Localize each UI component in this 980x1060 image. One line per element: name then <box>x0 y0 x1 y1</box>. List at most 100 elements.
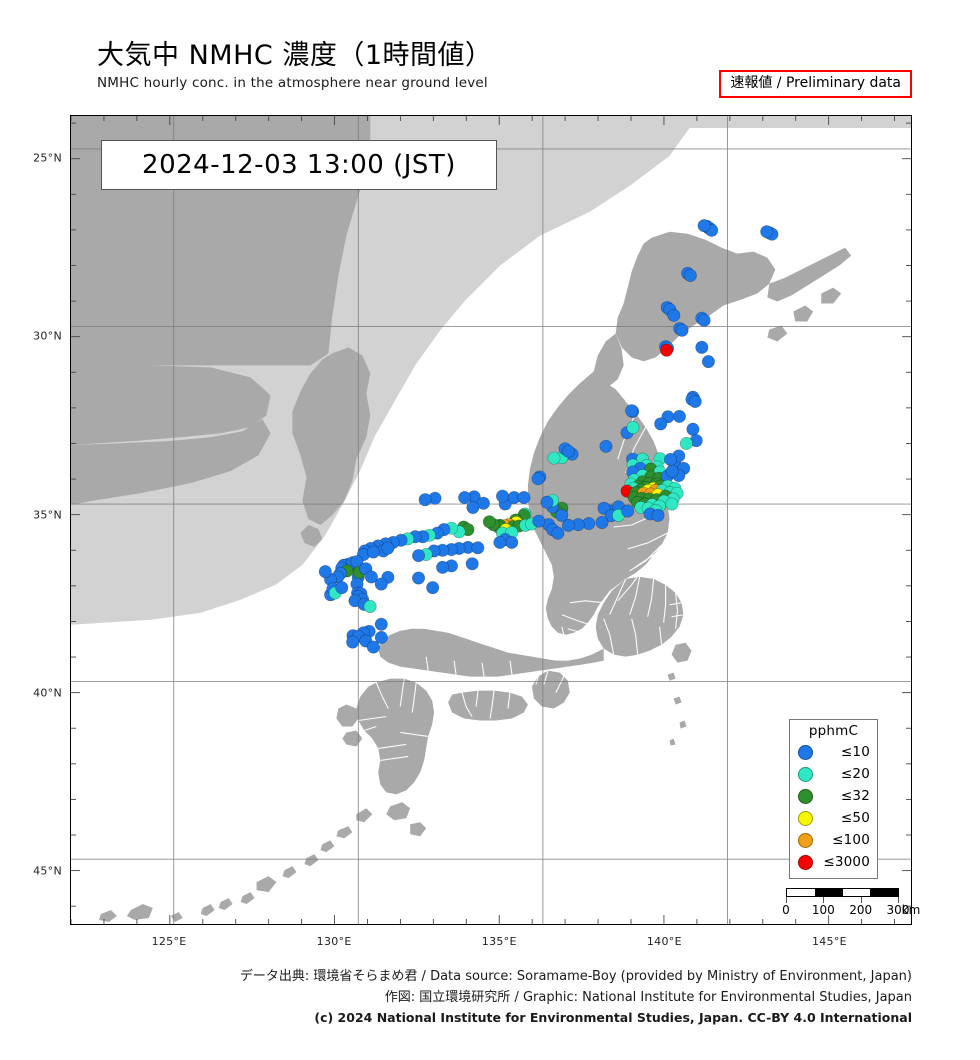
legend-swatch-icon <box>798 744 813 760</box>
station-point[interactable] <box>626 420 640 434</box>
station-point[interactable] <box>436 560 450 574</box>
footer: データ出典: 環境省そらまめ君 / Data source: Soramame-… <box>0 966 980 1028</box>
japan-landmass <box>98 231 852 923</box>
scale-tick <box>860 897 862 903</box>
station-point[interactable] <box>595 516 609 529</box>
station-point[interactable] <box>621 504 635 518</box>
station-point[interactable] <box>561 518 575 532</box>
station-point[interactable] <box>381 541 395 555</box>
station-point[interactable] <box>335 581 349 595</box>
station-point[interactable] <box>532 514 546 528</box>
station-point[interactable] <box>366 640 380 654</box>
station-point[interactable] <box>318 565 332 579</box>
scale-bar-segments <box>786 888 899 897</box>
station-point[interactable] <box>517 491 531 505</box>
station-point[interactable] <box>458 491 472 505</box>
station-point[interactable] <box>531 472 545 486</box>
scale-bar-ticks <box>786 897 899 903</box>
station-point[interactable] <box>551 526 565 540</box>
station-point[interactable] <box>493 535 507 549</box>
x-axis-tick-label: 135°E <box>481 935 517 948</box>
station-point[interactable] <box>418 493 432 507</box>
station-point[interactable] <box>695 340 709 354</box>
station-point[interactable] <box>683 268 697 282</box>
y-axis-tick-label: 45°N <box>33 864 62 878</box>
legend-item: ≤20 <box>795 763 872 785</box>
station-point[interactable] <box>599 439 613 453</box>
legend-item: ≤3000 <box>795 851 872 873</box>
legend-item: ≤10 <box>795 741 872 763</box>
status-badge: 速報値 / Preliminary data <box>719 70 912 99</box>
station-point[interactable] <box>701 355 715 369</box>
station-point[interactable] <box>561 444 575 458</box>
station-point[interactable] <box>697 219 711 233</box>
scale-tick <box>898 897 899 903</box>
station-point[interactable] <box>667 308 681 322</box>
scale-seg-1 <box>787 889 815 896</box>
y-axis-tick-label: 30°N <box>33 329 62 343</box>
footer-line: 作図: 国立環境研究所 / Graphic: National Institut… <box>384 990 912 1006</box>
station-point[interactable] <box>540 495 554 509</box>
station-point[interactable] <box>660 343 674 357</box>
station-point[interactable] <box>465 557 479 571</box>
station-point[interactable] <box>651 508 665 522</box>
station-point[interactable] <box>466 501 480 515</box>
station-point[interactable] <box>665 497 679 511</box>
station-point[interactable] <box>366 545 380 559</box>
station-point[interactable] <box>505 535 519 549</box>
x-axis-tick-label: 145°E <box>811 935 847 948</box>
station-point[interactable] <box>675 323 689 337</box>
station-point[interactable] <box>374 577 388 591</box>
station-point[interactable] <box>555 508 569 522</box>
y-axis-tick-label: 35°N <box>33 508 62 522</box>
scale-seg-4 <box>870 889 898 896</box>
station-point[interactable] <box>482 515 496 529</box>
station-point[interactable] <box>364 570 378 584</box>
station-point[interactable] <box>686 422 700 436</box>
station-point[interactable] <box>426 581 440 595</box>
map-canvas[interactable] <box>70 115 912 925</box>
map-svg <box>71 116 911 924</box>
legend-rows: ≤10 ≤20 ≤32 ≤50 ≤100 ≤3000 <box>795 741 872 873</box>
station-point[interactable] <box>374 617 388 631</box>
axis-ticks-layer <box>71 116 911 924</box>
legend: pphmC ≤10 ≤20 ≤32 ≤50 ≤100 ≤3000 <box>789 719 878 879</box>
station-point[interactable] <box>679 436 693 450</box>
legend-item-label: ≤100 <box>832 832 870 848</box>
station-point[interactable] <box>664 453 678 466</box>
station-point[interactable] <box>471 541 485 555</box>
scale-bar-labels: 0 100 200 300 km <box>782 903 920 919</box>
station-point[interactable] <box>665 464 679 478</box>
legend-swatch-icon <box>798 766 813 782</box>
legend-item-label: ≤3000 <box>823 854 870 870</box>
footer-line: データ出典: 環境省そらまめ君 / Data source: Soramame-… <box>239 969 912 984</box>
title-english: NMHC hourly conc. in the atmosphere near… <box>97 75 488 92</box>
timestamp-label: 2024-12-03 13:00 (JST) <box>101 140 497 190</box>
station-point[interactable] <box>496 489 510 503</box>
station-point[interactable] <box>760 225 774 239</box>
station-point[interactable] <box>547 451 561 465</box>
scale-seg-3 <box>842 889 871 896</box>
legend-item-label: ≤10 <box>840 744 870 760</box>
station-point[interactable] <box>374 630 388 644</box>
footer-line: (c) 2024 National Institute for Environm… <box>314 1010 912 1026</box>
scale-tick-label: 0 <box>782 903 790 917</box>
station-point[interactable] <box>697 313 711 327</box>
station-point[interactable] <box>672 409 686 423</box>
station-point[interactable] <box>412 571 426 585</box>
scale-tick-label: 100 <box>811 903 835 917</box>
station-point[interactable] <box>412 549 426 563</box>
legend-item: ≤32 <box>795 785 872 807</box>
station-point[interactable] <box>363 600 377 613</box>
legend-swatch-icon <box>798 810 813 826</box>
station-point[interactable] <box>654 417 668 431</box>
legend-item: ≤50 <box>795 807 872 829</box>
y-axis-tick-label: 25°N <box>33 151 62 165</box>
scale-tick <box>786 897 787 903</box>
station-point[interactable] <box>346 635 360 649</box>
scale-tick-label: 200 <box>849 903 873 917</box>
station-point[interactable] <box>625 404 639 418</box>
station-point[interactable] <box>688 394 702 408</box>
x-axis-tick-label: 125°E <box>151 935 187 948</box>
y-axis-tick-label: 40°N <box>33 686 62 700</box>
